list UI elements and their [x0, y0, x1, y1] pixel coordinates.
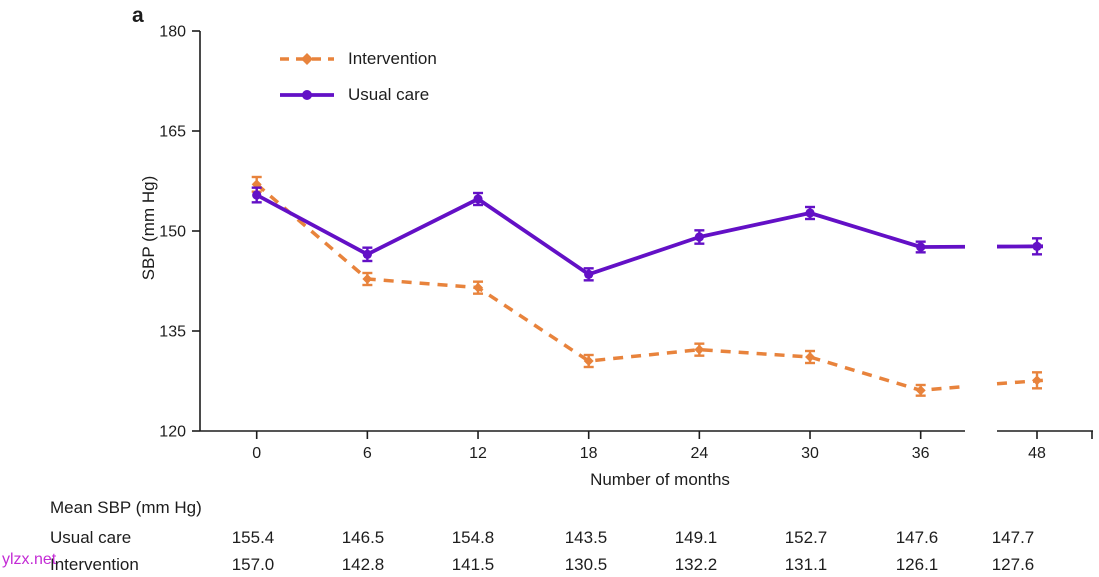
table-header: Mean SBP (mm Hg) — [50, 498, 202, 517]
data-point-circle — [252, 190, 262, 200]
x-tick-label: 6 — [363, 445, 372, 462]
table-value: 142.8 — [341, 555, 385, 574]
table-value: 157.0 — [231, 555, 275, 574]
data-point-circle — [805, 208, 815, 218]
table-value: 146.5 — [341, 528, 385, 547]
x-tick-label: 12 — [469, 445, 487, 462]
legend-entry-intervention: Intervention — [278, 48, 437, 70]
watermark: ylzx.net — [2, 551, 57, 568]
table-row-label-usual-care: Usual care — [50, 528, 132, 547]
x-tick-label: 0 — [252, 445, 261, 462]
data-point-circle — [362, 249, 372, 259]
dashed-line-diamond-swatch-icon — [280, 53, 334, 65]
y-tick-label: 135 — [159, 324, 186, 341]
table-value: 147.6 — [895, 528, 939, 547]
y-tick-label: 165 — [159, 124, 186, 141]
data-point-circle — [916, 242, 926, 252]
y-tick-label: 180 — [159, 24, 186, 41]
data-point-diamond — [805, 352, 816, 362]
data-point-diamond — [694, 344, 705, 355]
table-value: 127.6 — [991, 555, 1035, 574]
data-point-diamond — [362, 274, 373, 284]
chart-legend: Intervention Usual care — [278, 48, 437, 120]
table-value: 141.5 — [451, 555, 495, 574]
table-value: 132.2 — [674, 555, 718, 574]
data-point-diamond — [583, 356, 594, 366]
data-point-diamond — [473, 282, 484, 293]
series-line-usual-care — [255, 193, 966, 277]
y-tick-label: 120 — [159, 424, 186, 441]
y-tick-label: 150 — [159, 224, 186, 241]
data-point-diamond — [915, 385, 926, 396]
data-point-circle — [473, 194, 483, 204]
x-axis-title: Number of months — [590, 470, 730, 489]
data-point-circle — [1032, 241, 1042, 251]
panel-letter: a — [132, 4, 145, 27]
table-value: 149.1 — [674, 528, 718, 547]
table-value: 155.4 — [231, 528, 275, 547]
table-value: 154.8 — [451, 528, 495, 547]
x-tick-label: 18 — [580, 445, 598, 462]
table-row-label-intervention: Intervention — [50, 555, 139, 574]
data-point-circle — [694, 232, 704, 242]
x-tick-label: 24 — [690, 445, 708, 462]
x-tick-label: 36 — [912, 445, 930, 462]
data-point-circle — [584, 269, 594, 279]
series-line-intervention — [255, 183, 966, 393]
data-point-diamond — [1032, 375, 1042, 386]
table-value: 147.7 — [991, 528, 1035, 547]
legend-entry-usual-care: Usual care — [278, 84, 437, 106]
solid-line-circle-swatch-icon — [280, 90, 334, 100]
table-value: 130.5 — [564, 555, 608, 574]
table-value: 126.1 — [895, 555, 939, 574]
legend-label-intervention: Intervention — [348, 49, 437, 68]
table-value: 152.7 — [784, 528, 828, 547]
table-value: 143.5 — [564, 528, 608, 547]
x-tick-label: 30 — [801, 445, 819, 462]
legend-label-usual-care: Usual care — [348, 85, 430, 104]
y-axis-title: SBP (mm Hg) — [139, 175, 158, 281]
table-value: 131.1 — [784, 555, 828, 574]
x-tick-label: 48 — [1028, 445, 1046, 462]
